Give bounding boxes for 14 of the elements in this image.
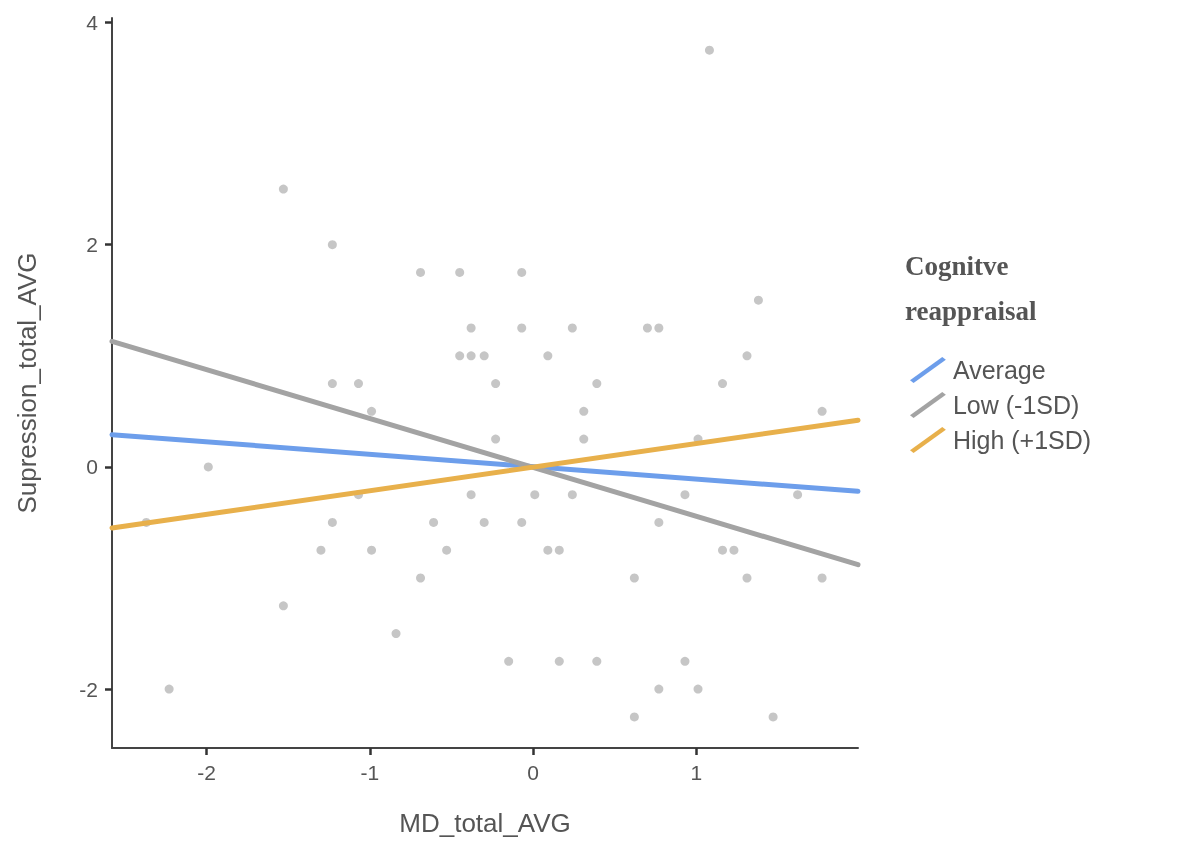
y-axis-title: Supression_total_AVG (12, 252, 42, 514)
x-axis-title: MD_total_AVG (399, 808, 571, 838)
x-tick-label: 0 (527, 761, 539, 784)
legend-label: High (+1SD) (952, 426, 1092, 454)
x-tick-label: 1 (690, 761, 703, 784)
x-tick-label: -1 (360, 761, 380, 784)
y-tick-label: -2 (79, 677, 98, 701)
x-tick-label: -2 (197, 761, 217, 784)
y-tick-label: 4 (86, 10, 99, 34)
legend-label: Low (-1SD) (952, 391, 1080, 419)
legend-title: Cognitve reappraisal (905, 250, 1037, 326)
y-tick-label: 0 (86, 455, 98, 479)
y-tick-label: 2 (86, 233, 98, 257)
legend-label: Average (952, 356, 1046, 384)
